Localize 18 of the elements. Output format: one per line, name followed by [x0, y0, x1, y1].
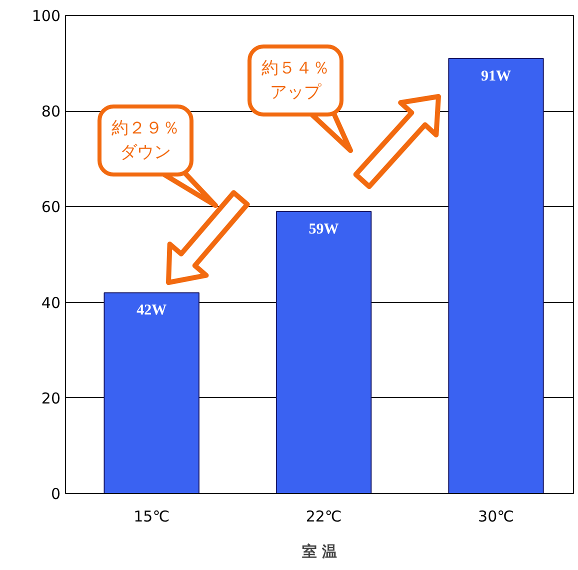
y-tick-label: 100 — [32, 7, 61, 25]
y-tick-label: 20 — [41, 389, 61, 408]
bar — [276, 210, 372, 494]
x-tick-label: 22℃ — [306, 508, 342, 526]
data-label: 91W — [481, 68, 512, 85]
x-axis-title: 室 温 — [302, 542, 338, 560]
x-tick-label: 30℃ — [478, 508, 514, 526]
annotation: 約５４％アップ — [262, 58, 330, 102]
y-tick-label: 60 — [41, 198, 61, 216]
y-tick-label: 40 — [41, 294, 61, 312]
annotation: 約２９％ダウン — [112, 118, 180, 162]
bar — [104, 292, 200, 494]
x-tick-label: 15℃ — [134, 508, 170, 526]
y-tick-label: 80 — [41, 102, 61, 121]
data-label: 59W — [308, 221, 339, 238]
data-label: 42W — [136, 302, 167, 319]
y-tick-label: 0 — [50, 485, 61, 503]
bar — [448, 58, 544, 494]
